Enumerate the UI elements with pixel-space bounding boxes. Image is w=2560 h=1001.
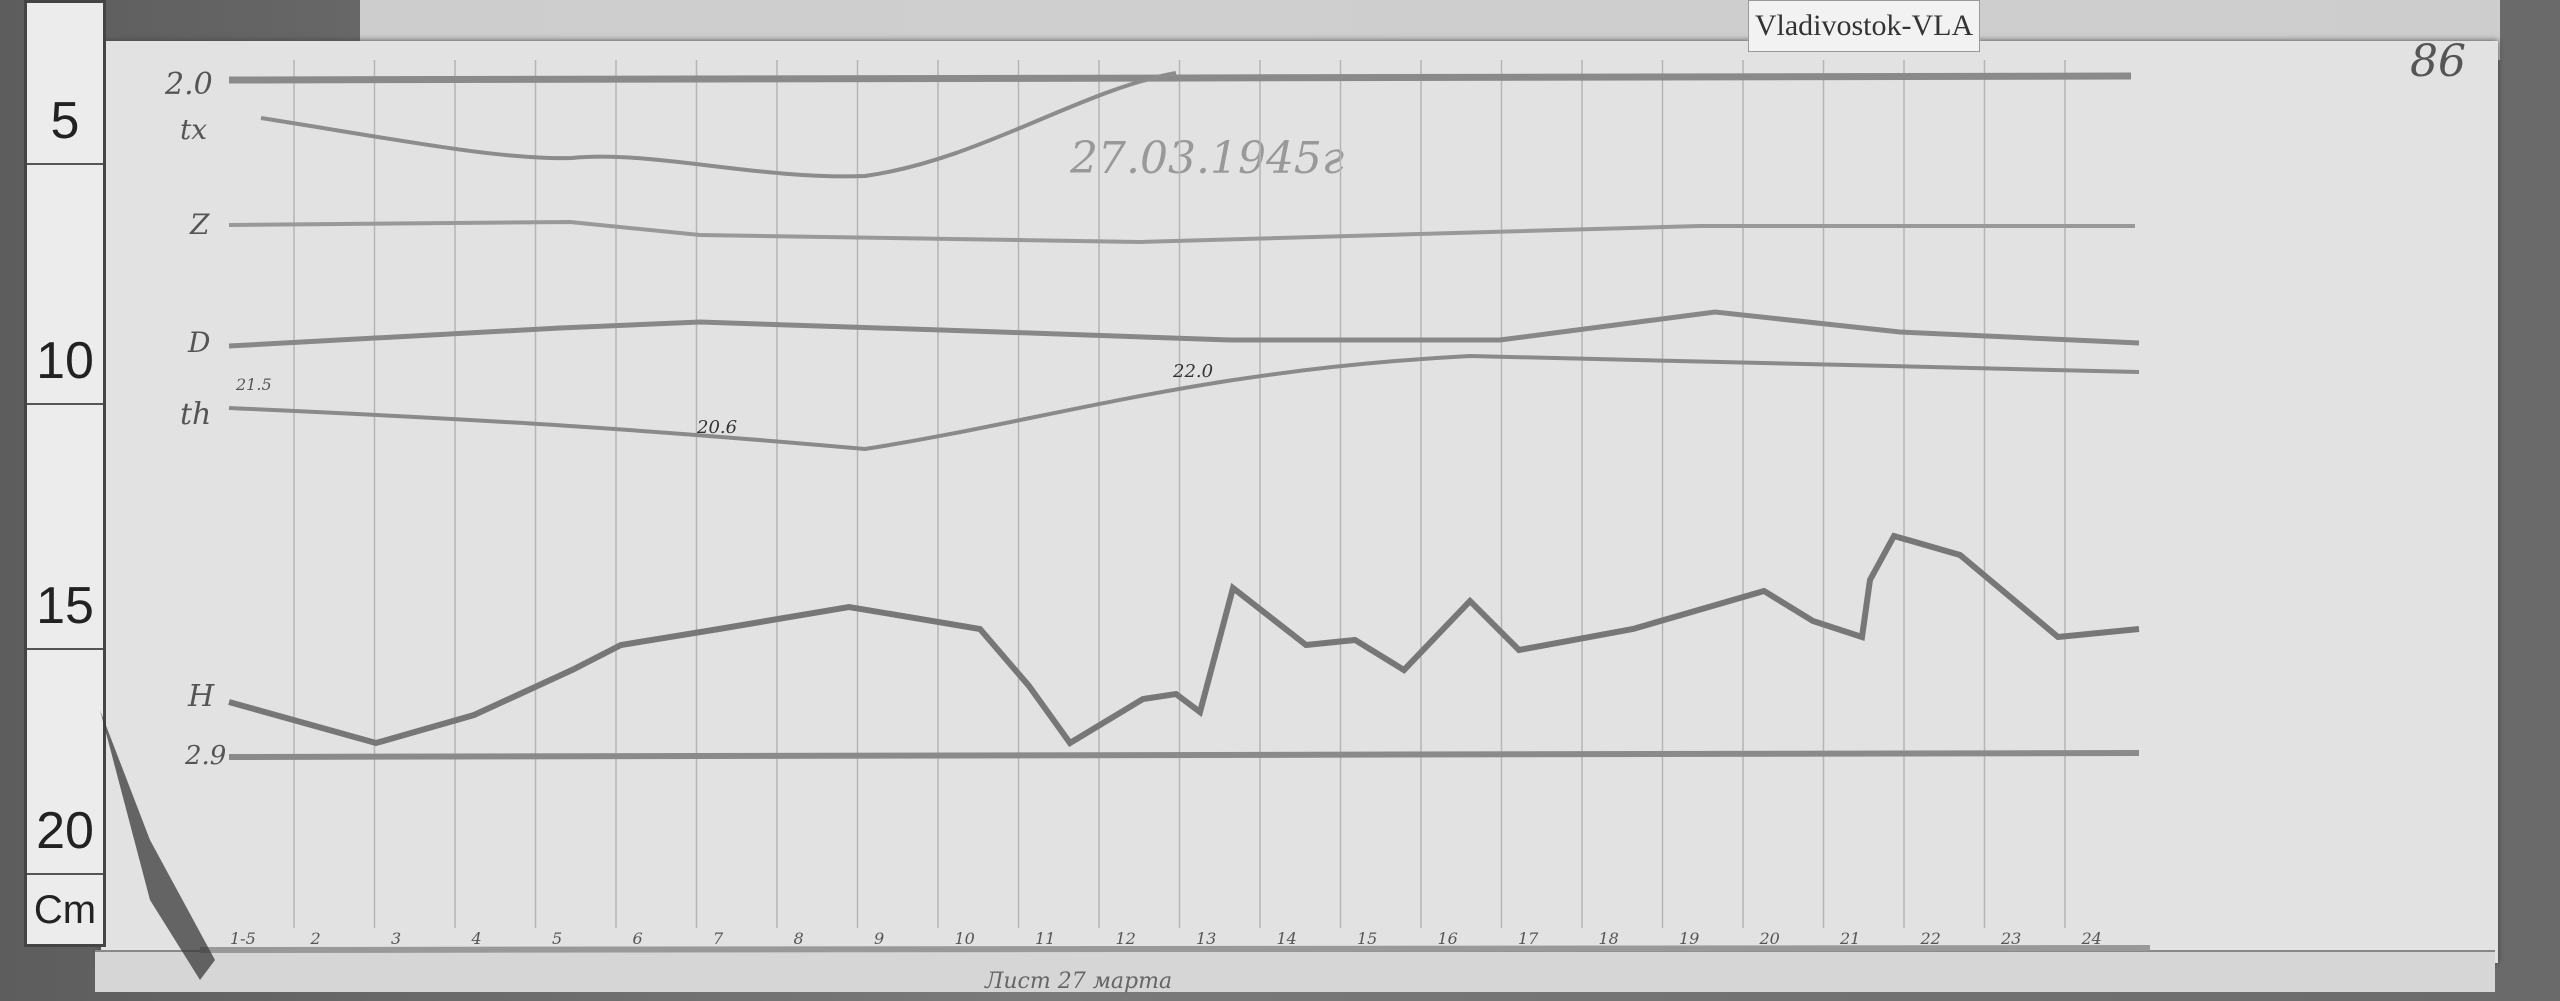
h-baseline bbox=[228, 750, 2140, 760]
label-z: Z bbox=[190, 208, 210, 241]
hour-tick-label: 7 bbox=[713, 929, 724, 948]
footer-note: Лист 27 марта bbox=[985, 969, 1173, 994]
hour-tick-label: 23 bbox=[2001, 929, 2022, 948]
sheet-number: 86 bbox=[2410, 36, 2466, 87]
hour-tick-label: 19 bbox=[1679, 929, 1700, 948]
record-date: 27.03.1945г bbox=[1070, 133, 1345, 184]
ruler-tick bbox=[27, 163, 103, 165]
label-base: 2.9 bbox=[185, 741, 227, 771]
ruler-unit: Cm bbox=[33, 888, 97, 932]
hour-tick-label: 24 bbox=[2081, 929, 2102, 948]
hour-tick-label: 2 bbox=[310, 929, 321, 948]
trace-th bbox=[228, 353, 2140, 452]
label-top: 2.0 bbox=[165, 67, 213, 102]
label-tx: tx bbox=[180, 113, 208, 146]
hour-tick-label: 9 bbox=[874, 929, 885, 948]
hour-tick-label: 20 bbox=[1759, 929, 1780, 948]
hour-tick-label: 14 bbox=[1276, 929, 1297, 948]
cm-ruler: 5 10 15 20 Cm bbox=[24, 0, 106, 947]
ruler-mark: 15 bbox=[36, 577, 94, 635]
th-start-value: 21.5 bbox=[236, 375, 272, 394]
trace-tx bbox=[260, 71, 1177, 179]
ruler-tick bbox=[27, 403, 103, 405]
hour-tick-label: 16 bbox=[1437, 929, 1458, 948]
ruler-mark: 5 bbox=[50, 92, 80, 150]
ruler-tick bbox=[27, 873, 103, 875]
hour-tick-label: 21 bbox=[1840, 929, 1861, 948]
bottom-paper-strip bbox=[95, 950, 2495, 992]
hour-tick-label: 4 bbox=[471, 929, 482, 948]
bottom-time-line bbox=[199, 945, 2151, 953]
shadow-streak bbox=[100, 710, 215, 980]
hour-tick-label: 13 bbox=[1196, 929, 1217, 948]
trace-z bbox=[228, 219, 2135, 245]
th-min-value: 20.6 bbox=[697, 417, 738, 438]
trace-h bbox=[228, 532, 2140, 747]
th-max-value: 22.0 bbox=[1173, 361, 1214, 382]
trace-d bbox=[228, 309, 2140, 349]
hour-tick-label: 15 bbox=[1357, 929, 1378, 948]
hour-tick-label: 8 bbox=[793, 929, 804, 948]
ruler-tick bbox=[27, 648, 103, 650]
station-label: Vladivostok-VLA bbox=[1748, 0, 1980, 52]
ruler-mark: 20 bbox=[36, 802, 94, 860]
hour-tick-label: 11 bbox=[1035, 929, 1056, 948]
hour-tick-label: 10 bbox=[954, 929, 975, 948]
hour-tick-label: 22 bbox=[1920, 929, 1941, 948]
hour-tick-label: 6 bbox=[632, 929, 643, 948]
ruler-mark: 10 bbox=[36, 332, 94, 390]
hour-tick-label: 3 bbox=[391, 929, 402, 948]
label-h: H bbox=[188, 679, 215, 714]
hour-tick-label: 12 bbox=[1115, 929, 1136, 948]
hour-tick-label: 5 bbox=[552, 929, 563, 948]
hour-tick-label: 1-5 bbox=[230, 929, 256, 948]
label-d: D bbox=[188, 326, 211, 359]
hour-tick-label: 18 bbox=[1598, 929, 1619, 948]
top-baseline bbox=[228, 72, 2132, 84]
label-th: th bbox=[180, 397, 212, 432]
magnetogram-sheet bbox=[101, 41, 2498, 963]
hour-tick-label: 17 bbox=[1518, 929, 1539, 948]
